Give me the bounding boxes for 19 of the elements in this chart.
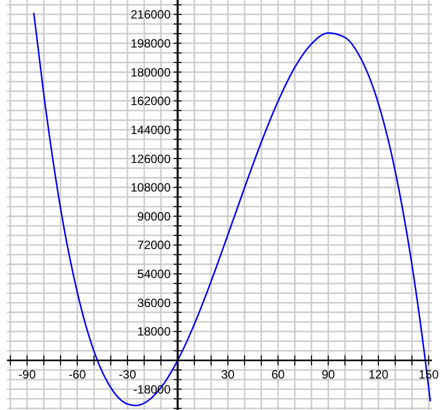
y-tick-label: 18000 [137, 324, 171, 339]
x-tick-label: 30 [221, 367, 235, 382]
y-tick-label: 108000 [130, 180, 171, 195]
y-tick-label: 72000 [137, 238, 171, 252]
x-tick-label: -90 [18, 367, 36, 382]
y-tick-label: 198000 [130, 36, 171, 50]
y-tick-label: 216000 [130, 8, 171, 22]
y-tick-label: 162000 [130, 94, 171, 108]
x-tick-label: 120 [368, 367, 389, 382]
x-tick-label: -30 [118, 367, 136, 382]
y-tick-label: 36000 [137, 296, 171, 310]
x-tick-label: -60 [68, 367, 86, 382]
x-tick-label: 60 [271, 367, 286, 382]
y-tick-label: 54000 [137, 267, 171, 282]
y-tick-label: 90000 [137, 209, 171, 224]
y-tick-label: 180000 [130, 65, 171, 80]
y-tick-label: 144000 [130, 122, 171, 137]
x-tick-label: 90 [322, 367, 336, 382]
y-tick-label: 126000 [130, 152, 171, 166]
